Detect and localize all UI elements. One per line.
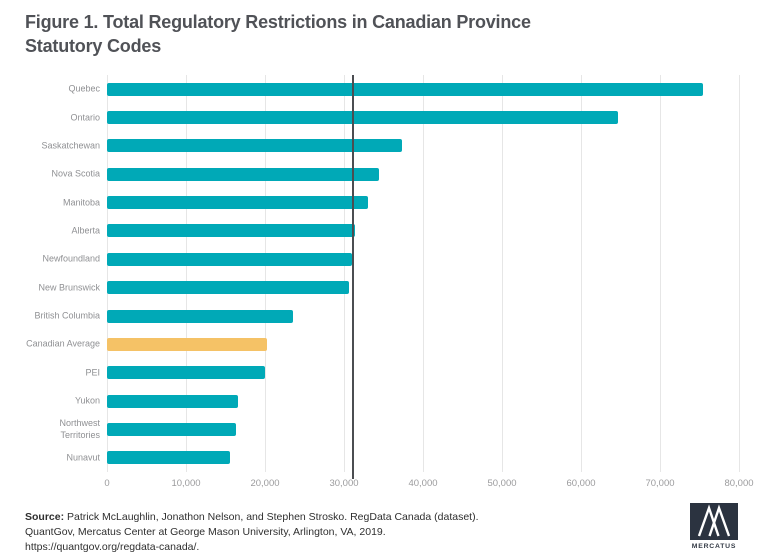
gridline-50,000 [502,75,503,472]
gridline-60,000 [581,75,582,472]
y-axis-label: Quebec [68,83,100,94]
y-axis-label: Ontario [70,111,100,122]
gridline-0 [107,75,108,472]
x-tick-label: 20,000 [250,478,280,489]
reference-line [351,75,354,479]
x-tick-label: 60,000 [566,478,596,489]
bar-british-columbia [107,309,293,323]
y-axis-label: Manitoba [62,196,100,207]
source-line2: QuantGov, Mercatus Center at George Maso… [25,526,386,539]
x-tick-label: 50,000 [487,478,517,489]
bar-pei [107,366,265,380]
y-axis-label: British Columbia [34,310,100,321]
bar-nunavut [107,451,231,465]
source-note: Source: Patrick McLaughlin, Jonathon Nel… [25,510,585,556]
bar-quebec [107,82,703,96]
x-tick-label: 30,000 [329,478,359,489]
mercatus-logo-icon [690,503,738,540]
bar-newfoundland [107,252,352,266]
bar-saskatchewan [107,139,402,153]
y-axis-label: Nunavut [66,452,100,463]
y-axis-label: PEI [85,367,100,378]
y-axis-label: Yukon [74,395,100,406]
gridline-40,000 [423,75,424,472]
gridline-20,000 [265,75,266,472]
bar-manitoba [107,196,368,210]
mercatus-logo: MERCATUS [690,503,738,550]
gridline-80,000 [739,75,740,472]
bar-northwest-territories [107,422,236,436]
gridline-30,000 [344,75,345,472]
x-tick-label: 40,000 [408,478,438,489]
y-axis-label: Saskatchewan [41,140,100,151]
y-axis-labels: Quebec Ontario Saskatchewan Nova Scotia Mani… [0,75,100,472]
y-axis-label: Nova Scotia [51,168,100,179]
bar-nova-scotia [107,167,379,181]
y-axis-label: New Brunswick [38,282,100,293]
source-line3: https://quantgov.org/regdata-canada/. [25,541,200,554]
bar-new-brunswick [107,281,349,295]
source-line1: Patrick McLaughlin, Jonathon Nelson, and… [64,511,479,523]
x-tick-label: 10,000 [171,478,201,489]
y-axis-label: Alberta [71,225,100,236]
y-axis-label: Newfoundland [42,253,100,264]
bar-chart-plot-area [107,75,740,479]
y-axis-label: Canadian Average [26,338,100,349]
x-tick-label: 0 [104,478,110,489]
bar-ontario [107,111,619,125]
gridline-70,000 [660,75,661,472]
gridline-10,000 [186,75,187,472]
source-label: Source: [25,511,65,523]
mercatus-logo-text: MERCATUS [691,543,737,550]
bar-canadian-average [107,337,268,351]
x-tick-label: 80,000 [724,478,754,489]
bar-alberta [107,224,356,238]
y-axis-label: Northwest Territories [59,418,100,440]
chart-title: Figure 1. Total Regulatory Restrictions … [25,12,531,56]
x-tick-label: 70,000 [645,478,675,489]
bar-yukon [107,394,239,408]
x-axis-labels: 0 10,000 20,000 30,000 40,000 50,000 60,000 70,… [104,478,753,494]
